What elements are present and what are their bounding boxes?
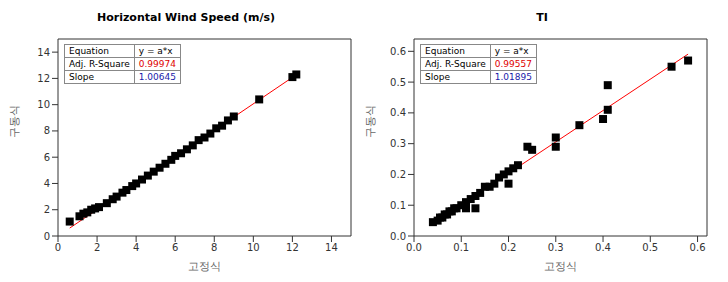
svg-text:0.3: 0.3	[390, 138, 406, 149]
svg-text:0.0: 0.0	[390, 231, 406, 242]
svg-text:8: 8	[44, 125, 50, 136]
svg-text:0: 0	[44, 231, 50, 242]
svg-text:0.6: 0.6	[390, 46, 406, 57]
svg-text:4: 4	[44, 178, 50, 189]
svg-text:0.2: 0.2	[501, 242, 517, 253]
html-text:y = a*x: y = a*x	[494, 46, 529, 56]
svg-text:0.3: 0.3	[548, 242, 564, 253]
svg-text:0.1: 0.1	[453, 242, 469, 253]
svg-text:0.6: 0.6	[690, 242, 706, 253]
svg-text:10: 10	[247, 242, 260, 253]
svg-text:0.2: 0.2	[390, 169, 406, 180]
svg-text:0.0: 0.0	[406, 242, 422, 253]
html-text:0.99974: 0.99974	[138, 59, 176, 69]
html-text:Equation: Equation	[69, 46, 109, 56]
svg-text:6: 6	[172, 242, 178, 253]
svg-text:14: 14	[37, 47, 50, 58]
html-text:Equation: Equation	[425, 46, 465, 56]
html-text:Adj. R-Square: Adj. R-Square	[425, 59, 486, 69]
svg-text:0.5: 0.5	[390, 77, 406, 88]
html-text:Slope: Slope	[425, 72, 450, 82]
svg-text:0: 0	[55, 242, 61, 253]
svg-text:14: 14	[325, 242, 338, 253]
svg-text:구동식: 구동식	[364, 105, 377, 138]
svg-text:2: 2	[44, 204, 50, 215]
svg-text:구동식: 구동식	[8, 105, 21, 138]
html-text:Horizontal Wind Speed (m/s): Horizontal Wind Speed (m/s)	[97, 11, 275, 24]
html-text:TI: TI	[536, 11, 548, 24]
html-text:1.01895: 1.01895	[494, 72, 532, 82]
html-text:Slope: Slope	[69, 72, 94, 82]
svg-text:12: 12	[286, 242, 299, 253]
svg-text:12: 12	[37, 73, 50, 84]
html-text:0.99557: 0.99557	[494, 59, 532, 69]
svg-text:2: 2	[94, 242, 100, 253]
svg-text:10: 10	[37, 99, 50, 110]
html-text:y = a*x: y = a*x	[138, 46, 173, 56]
svg-text:0.1: 0.1	[390, 200, 406, 211]
svg-text:6: 6	[44, 152, 50, 163]
svg-text:고정식: 고정식	[188, 260, 221, 273]
svg-text:4: 4	[133, 242, 139, 253]
html-text:Adj. R-Square: Adj. R-Square	[69, 59, 130, 69]
svg-text:8: 8	[211, 242, 217, 253]
svg-text:고정식: 고정식	[544, 260, 577, 273]
svg-text:0.5: 0.5	[642, 242, 658, 253]
html-text:1.00645: 1.00645	[138, 72, 176, 82]
svg-text:0.4: 0.4	[390, 107, 406, 118]
svg-text:0.4: 0.4	[595, 242, 611, 253]
